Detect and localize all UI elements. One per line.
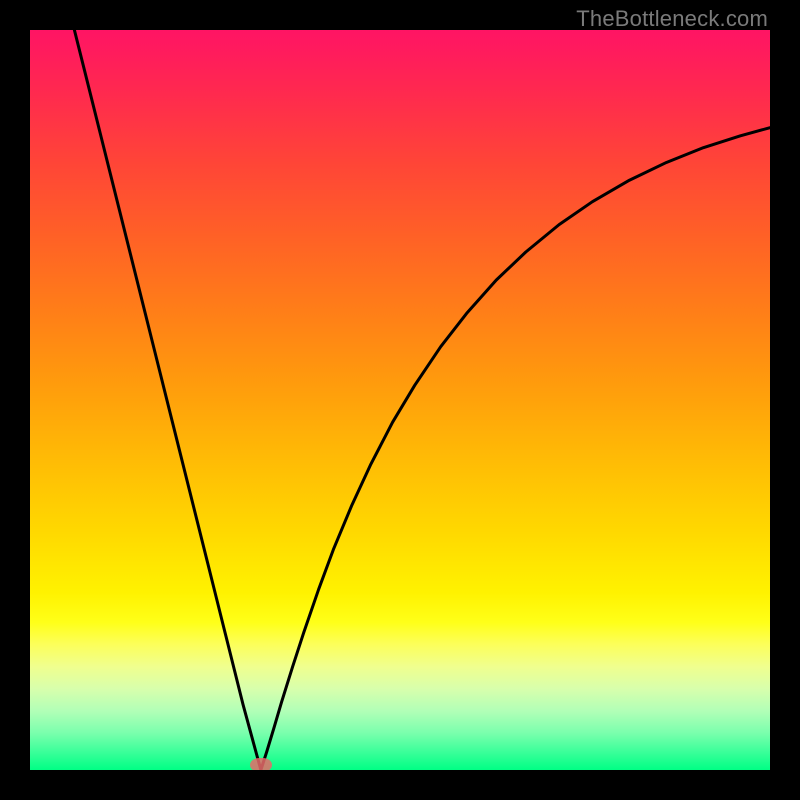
minimum-marker <box>250 758 272 770</box>
chart-container: TheBottleneck.com <box>0 0 800 800</box>
watermark-text: TheBottleneck.com <box>576 6 768 32</box>
bottleneck-curve <box>30 30 770 770</box>
curve-path <box>74 30 770 770</box>
plot-area <box>30 30 770 770</box>
